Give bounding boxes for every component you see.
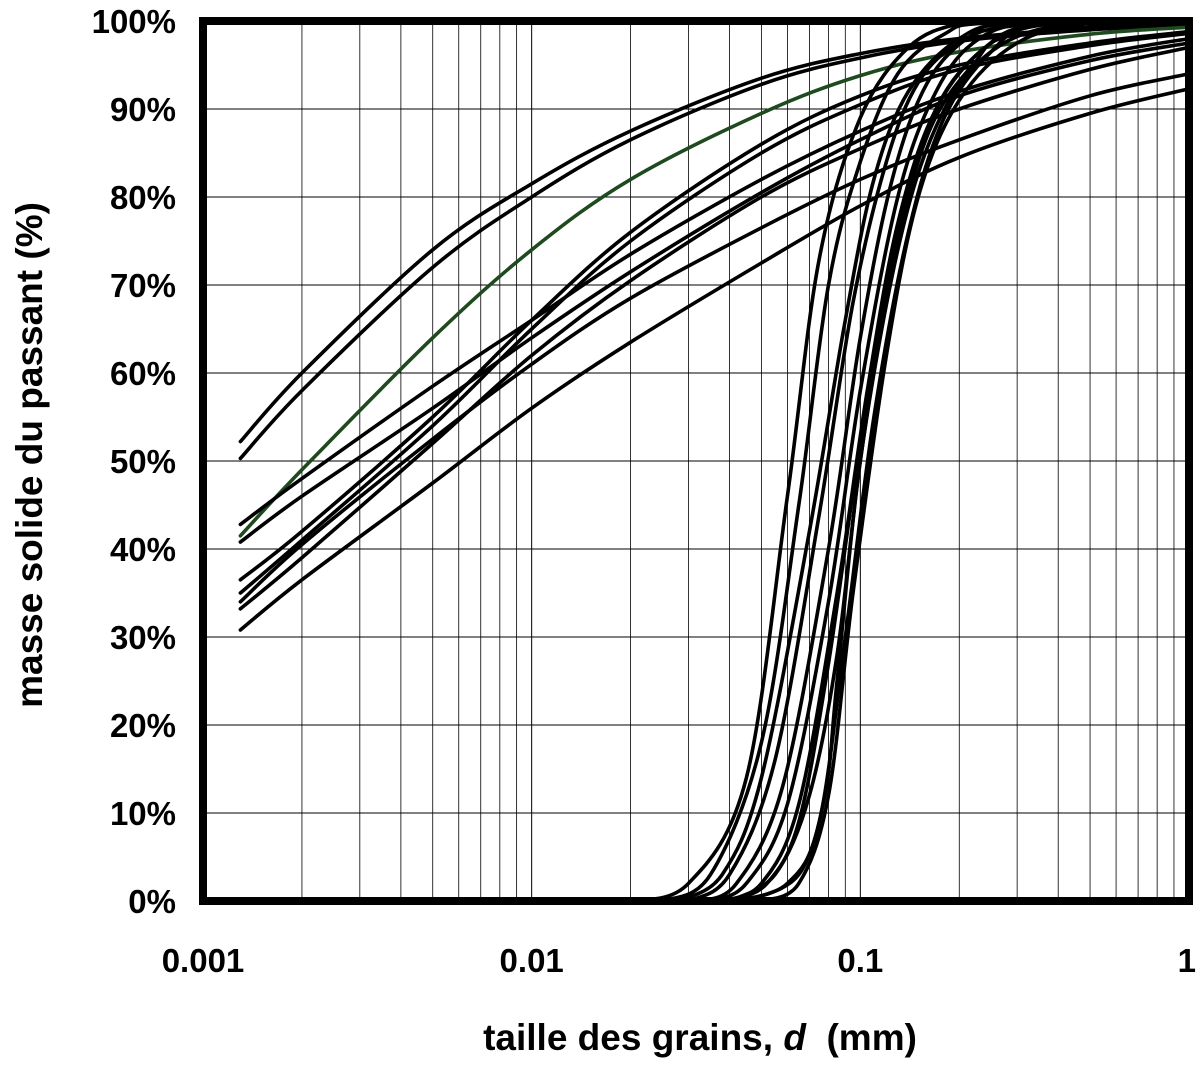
- series-line-15: [695, 19, 1191, 903]
- x-tick-label: 0.1: [837, 942, 883, 979]
- y-tick-label: 100%: [92, 3, 176, 40]
- series-line-7: [238, 31, 1191, 595]
- y-axis-title: masse solide du passant (%): [9, 202, 50, 708]
- series-line-14: [686, 19, 1191, 903]
- series-line-6: [238, 29, 1191, 582]
- y-tick-label: 10%: [110, 795, 176, 832]
- series-line-9: [238, 45, 1191, 611]
- y-tick-label: 0%: [128, 883, 176, 920]
- y-tick-labels: 0% 10% 20% 30% 40% 50% 60% 70% 80% 90% 100%: [92, 3, 176, 920]
- series-line-8: [238, 72, 1191, 604]
- y-tick-label: 40%: [110, 531, 176, 568]
- y-tick-label: 60%: [110, 355, 176, 392]
- series-line-5: [238, 41, 1191, 544]
- series-line-10: [238, 87, 1191, 632]
- y-tick-label: 50%: [110, 443, 176, 480]
- series-line-20: [744, 19, 1191, 903]
- series-line-4: [238, 36, 1191, 527]
- series-line-21: [759, 18, 1191, 903]
- series-lines: [238, 18, 1191, 903]
- y-tick-label: 70%: [110, 267, 176, 304]
- y-tick-label: 20%: [110, 707, 176, 744]
- x-tick-label: 0.01: [500, 942, 564, 979]
- y-tick-label: 80%: [110, 179, 176, 216]
- plot-frame: [199, 17, 1193, 905]
- series-line-16: [708, 19, 1191, 903]
- series-line-3: [238, 25, 1191, 538]
- y-tick-label: 30%: [110, 619, 176, 656]
- series-line-22: [727, 19, 1191, 903]
- x-tick-labels: 0.001 0.01 0.1 1: [162, 942, 1196, 979]
- x-axis-title: taille des grains, d (mm): [483, 1017, 917, 1058]
- x-tick-label: 0.001: [162, 942, 245, 979]
- y-tick-label: 90%: [110, 91, 176, 128]
- x-tick-label: 1: [1178, 942, 1196, 979]
- series-line-1: [238, 22, 1191, 444]
- series-line-2: [238, 23, 1191, 461]
